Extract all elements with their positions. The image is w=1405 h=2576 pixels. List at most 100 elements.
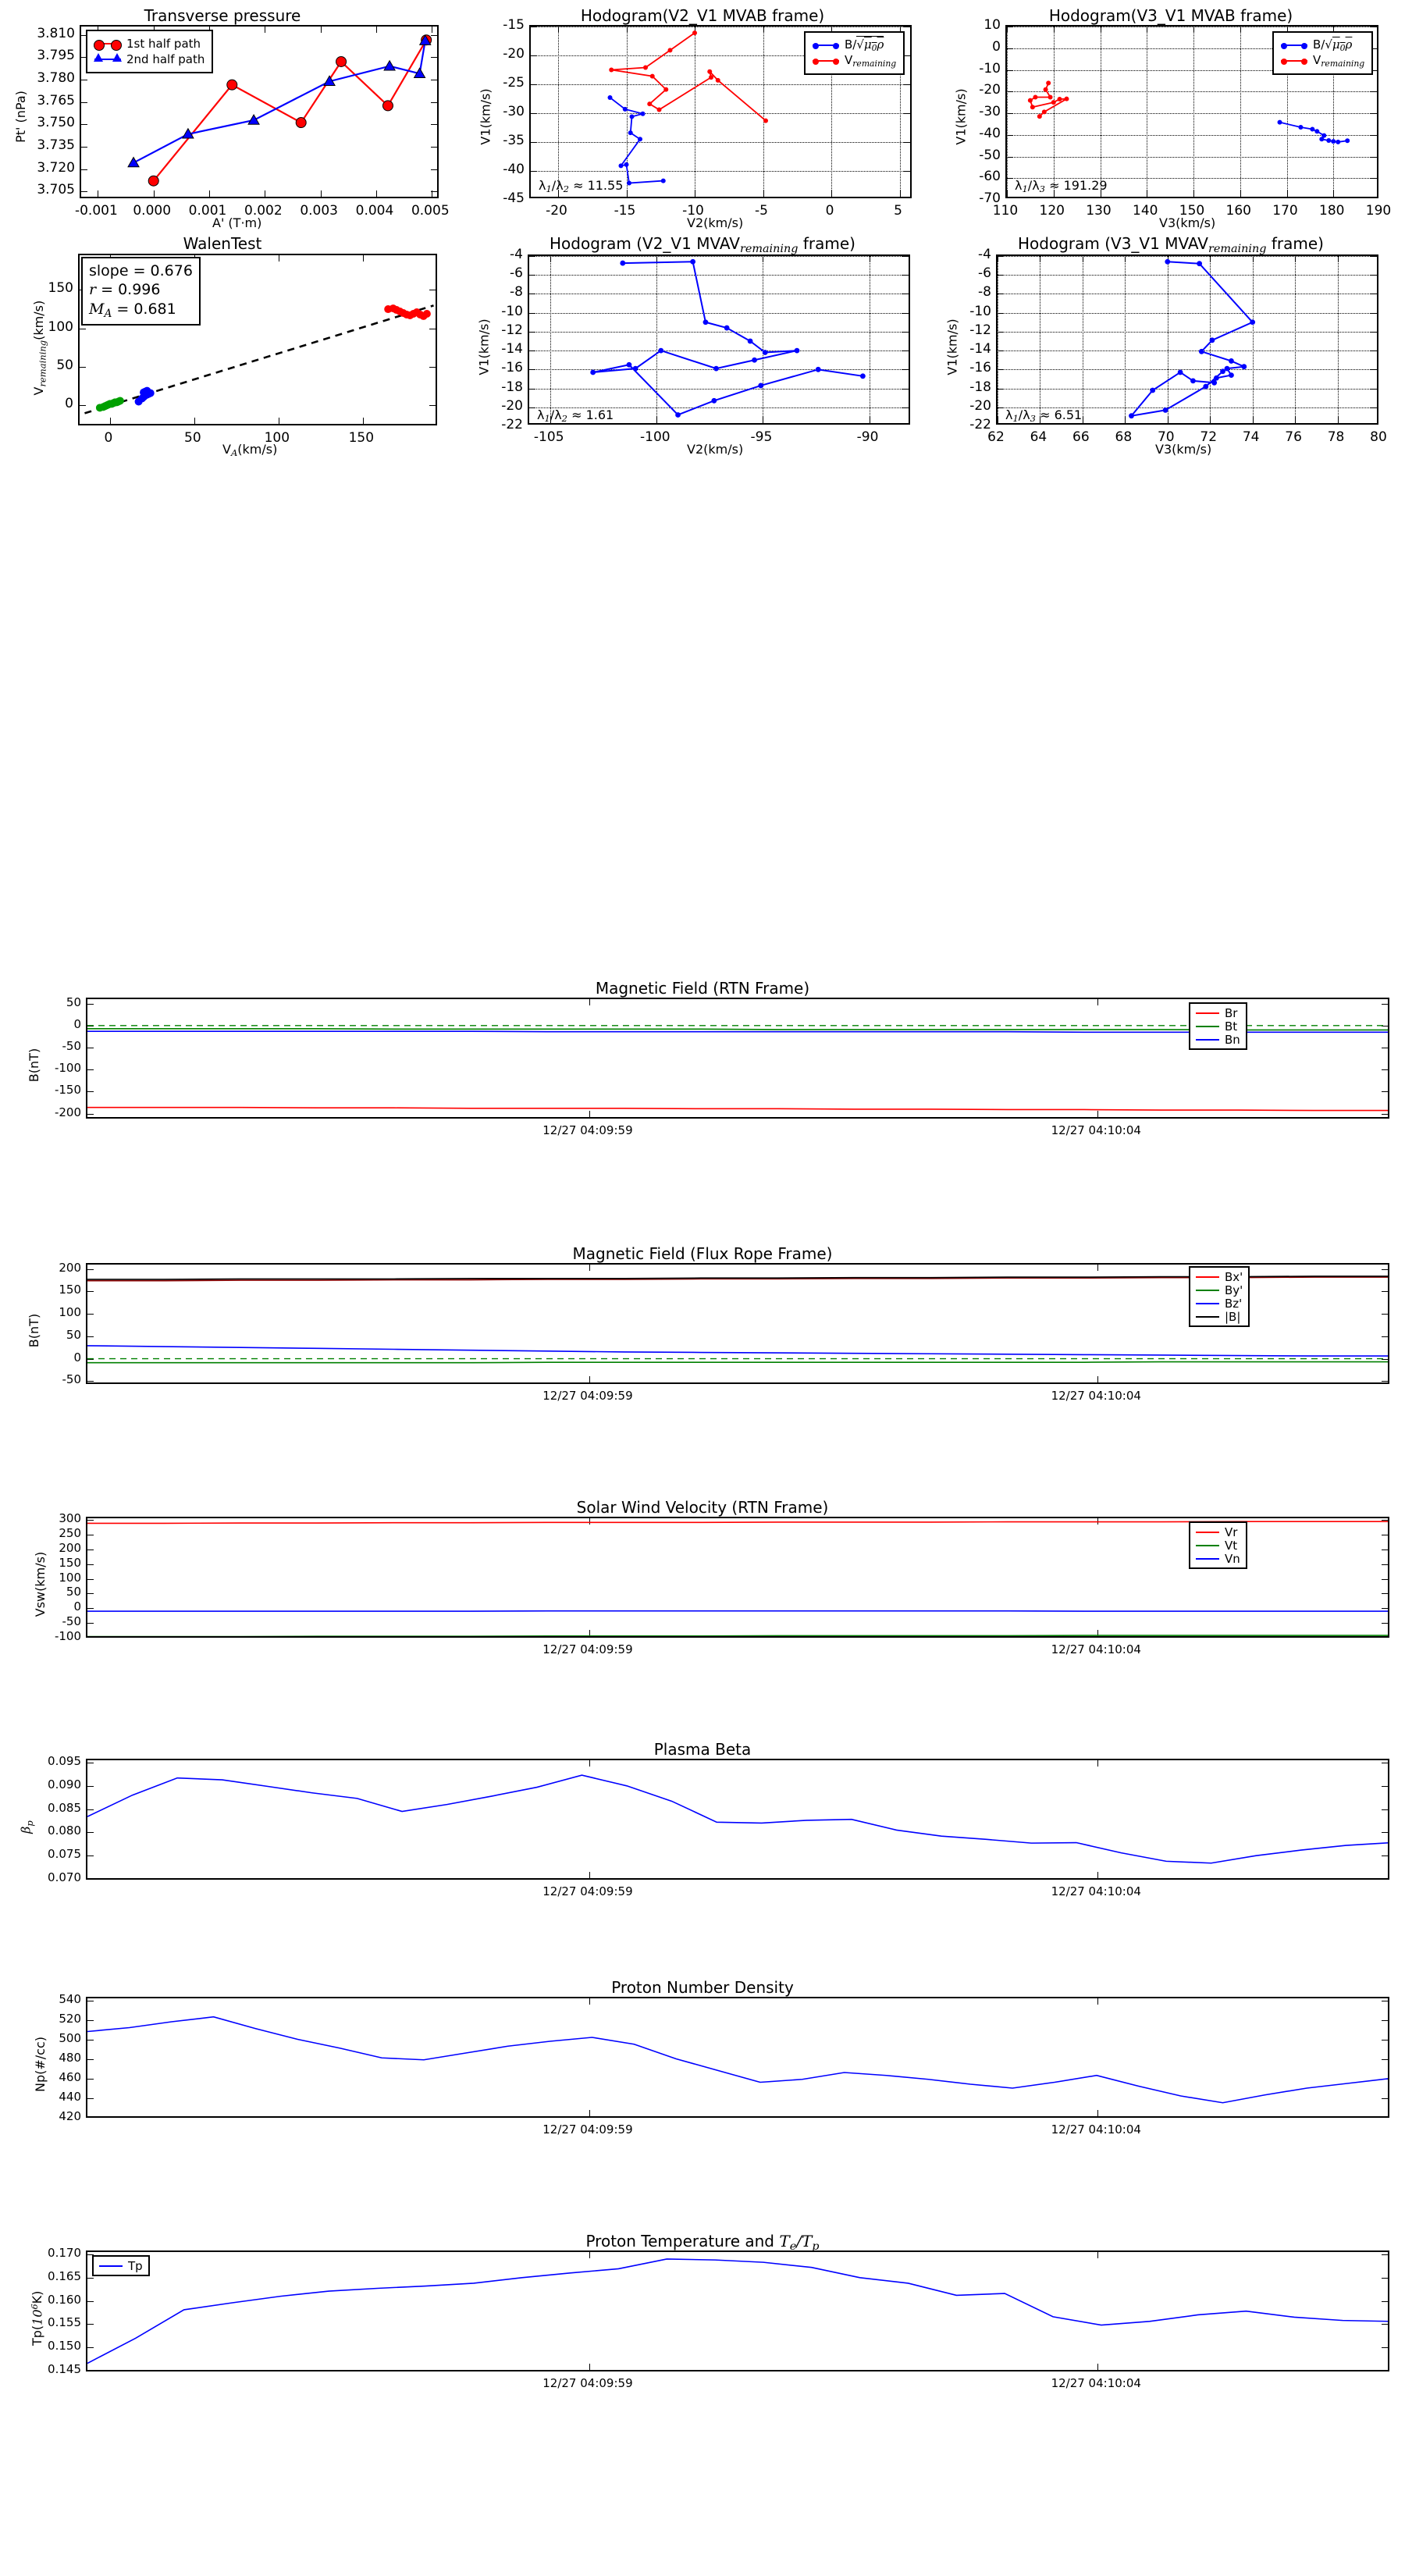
tick-mark [80, 367, 86, 368]
y-tick-label: 0.070 [48, 1870, 81, 1885]
data-point [643, 65, 648, 70]
x-axis-label: V2(km/s) [687, 442, 744, 457]
y-tick-label: 0.165 [48, 2268, 81, 2283]
tick-mark [902, 407, 909, 408]
legend-hodogram-2[interactable]: B/√μ0ρ Vremaining [1272, 31, 1374, 75]
y-tick-label: -12 [969, 322, 991, 338]
tick-mark [1382, 1593, 1388, 1595]
tick-mark [87, 1879, 94, 1880]
gridline-horizontal [1007, 156, 1377, 158]
gridline-vertical [1333, 27, 1335, 197]
x-tick-label: 0.001 [188, 203, 227, 219]
plot-area [86, 1263, 1389, 1384]
legend-label: 1st half path [126, 37, 201, 51]
gridline-horizontal [998, 312, 1377, 314]
x-axis-label: V2(km/s) [687, 215, 744, 230]
data-point [675, 412, 681, 418]
panel-title: Solar Wind Velocity (RTN Frame) [576, 1498, 829, 1517]
legend-magnetic-fluxrope[interactable]: Bx' By' Bz' |B| [1189, 1266, 1250, 1327]
tick-mark [998, 312, 1004, 314]
legend-line-green [1196, 1025, 1219, 1027]
y-tick-label: -25 [503, 75, 525, 91]
tick-mark [1240, 27, 1241, 33]
tick-mark [1193, 190, 1194, 197]
tick-mark [375, 27, 377, 33]
y-tick-label: 3.780 [37, 69, 75, 86]
legend-label: Vt [1225, 1538, 1238, 1553]
data-point [647, 101, 653, 107]
tick-mark [1382, 1785, 1388, 1787]
tick-mark [1097, 1265, 1099, 1271]
legend-magnetic-rtn[interactable]: Br Bt Bn [1189, 1002, 1247, 1050]
legend-solar-wind[interactable]: Vr Vt Vn [1189, 1521, 1247, 1569]
y-axis-label: Vremaining(km/s) [31, 300, 48, 396]
panel-hodogram-v3v1-mvavr: Hodogram (V3_V1 MVAVremaining frame) V1(… [937, 226, 1405, 457]
gridline-vertical [1053, 27, 1055, 197]
data-point [663, 87, 669, 92]
data-series-layer [590, 258, 866, 418]
tick-mark [1382, 1519, 1388, 1521]
data-point [763, 118, 768, 123]
tick-mark [87, 1336, 94, 1337]
tick-mark [589, 2110, 590, 2116]
tick-mark [1097, 1872, 1099, 1878]
legend-temperature[interactable]: Tp [92, 2255, 150, 2276]
data-point [1321, 133, 1327, 138]
data-point [692, 30, 697, 36]
tick-mark [1382, 2019, 1388, 2021]
eigenvalue-ratio-annotation: λ1/λ2 ≈ 1.61 [537, 407, 614, 425]
tick-mark [1240, 190, 1241, 197]
data-point [1041, 109, 1047, 115]
tick-mark [1382, 1069, 1388, 1071]
y-tick-label: 0 [992, 38, 1001, 55]
y-tick-label: 50 [66, 994, 81, 1009]
tick-mark [1382, 2347, 1388, 2349]
plot-area [86, 1759, 1389, 1880]
x-tick-label: 5 [894, 203, 902, 219]
x-tick-label: -5 [755, 203, 768, 219]
series-line [609, 97, 663, 184]
tick-mark [87, 2019, 94, 2021]
gridline-vertical [1240, 27, 1241, 197]
data-point [618, 163, 624, 169]
stat-r: r = 0.996 [89, 281, 161, 299]
legend-row-2nd-half: 2nd half path [94, 52, 205, 67]
tick-mark [1371, 156, 1377, 158]
panel-magnetic-field-fluxrope: Magnetic Field (Flux Rope Frame) B(nT) B… [0, 1241, 1405, 1436]
series-line [87, 2258, 1388, 2364]
y-tick-label: -30 [503, 104, 525, 119]
tick-mark [589, 1376, 590, 1382]
legend-hodogram-1[interactable]: B/√μ0ρ Vremaining [804, 31, 905, 75]
y-tick-label: 3.750 [37, 115, 75, 131]
tick-mark [589, 1998, 590, 2005]
plot-area [996, 254, 1378, 425]
series-line [87, 1106, 1388, 1112]
panel-title: Hodogram(V2_V1 MVAB frame) [580, 6, 825, 25]
gridline-vertical [1007, 27, 1008, 197]
y-tick-label: -8 [978, 284, 991, 301]
y-tick-label: 3.720 [37, 159, 75, 176]
y-tick-label: -50 [979, 147, 1001, 163]
gridline-horizontal [998, 256, 1377, 257]
tick-mark [589, 999, 590, 1005]
legend-row-vt: Vt [1196, 1538, 1240, 1553]
gridline-vertical [1295, 256, 1297, 423]
y-tick-label: -60 [979, 169, 1001, 185]
legend-row-alfven: B/√μ0ρ [813, 36, 896, 53]
series-line [87, 1276, 1388, 1280]
gridline-horizontal [998, 407, 1377, 408]
panel-title: Magnetic Field (RTN Frame) [595, 979, 810, 998]
tick-mark [1097, 1760, 1099, 1767]
x-tick-label: 50 [184, 430, 201, 446]
tick-mark [1097, 999, 1099, 1005]
tick-mark [320, 190, 322, 197]
data-point [1298, 125, 1304, 130]
tick-mark [899, 190, 901, 197]
x-tick-label: -105 [533, 429, 564, 445]
tick-mark [1286, 190, 1288, 197]
gridline-horizontal [529, 369, 909, 371]
legend-transverse-pressure[interactable]: 1st half path 2nd half path [86, 30, 214, 73]
x-tick-label: 64 [1030, 429, 1048, 445]
data-point-triangle [323, 75, 336, 86]
